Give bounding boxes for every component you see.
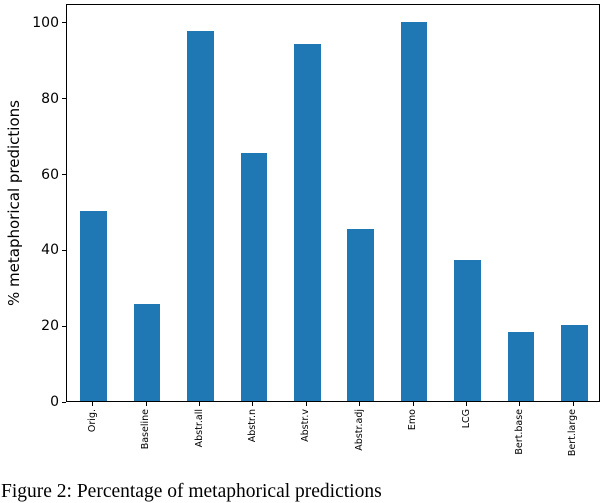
x-tick-mark — [359, 402, 361, 406]
x-tick-label: Baseline — [140, 409, 152, 450]
bar-emo — [400, 21, 428, 401]
x-tick-mark — [519, 402, 521, 406]
x-tick-label: LCG — [460, 409, 472, 429]
bar-baseline — [133, 303, 161, 401]
bar-abstr-adj — [347, 228, 375, 401]
figure-2-bar-chart: Orig. Baseline Abstr.all Abstr.n Abstr.v Abst… — [1, 4, 600, 502]
bar-abstr-all — [187, 30, 214, 401]
x-tick-mark — [199, 402, 200, 406]
x-tick-mark — [305, 402, 307, 406]
bar-lcg — [454, 259, 481, 401]
y-tick-label: 0 — [50, 394, 59, 410]
x-tick-label: Abstr.all — [193, 409, 205, 448]
x-tick-label: Abstr.v — [300, 409, 312, 442]
bar-abstr-v — [293, 43, 321, 401]
bar-orig — [80, 211, 108, 401]
bar-bert-large — [560, 325, 588, 401]
bar-abstr-n — [240, 152, 268, 401]
x-tick-label: Bert.base — [513, 409, 525, 455]
figure-caption: Figure 2: Percentage of metaphorical pre… — [1, 481, 382, 502]
x-tick-mark — [412, 402, 414, 406]
x-tick-mark — [466, 402, 467, 406]
x-tick-mark — [145, 402, 147, 406]
x-tick-mark — [252, 402, 254, 406]
y-tick-label: 20 — [41, 318, 59, 335]
y-axis-label: % metaphorical predictions — [5, 100, 23, 306]
x-tick-label: Orig. — [86, 409, 98, 433]
x-tick-mark — [92, 402, 94, 406]
x-tick-label: Abstr.adj — [353, 409, 365, 451]
x-tick-label: Emo — [407, 409, 419, 431]
bar-bert-base — [507, 332, 535, 401]
x-tick-label: Bert.large — [567, 409, 579, 457]
y-tick-label: 100 — [32, 14, 59, 31]
x-tick-label: Abstr.n — [246, 409, 258, 443]
axes-box — [66, 4, 600, 402]
x-tick-mark — [572, 402, 574, 406]
